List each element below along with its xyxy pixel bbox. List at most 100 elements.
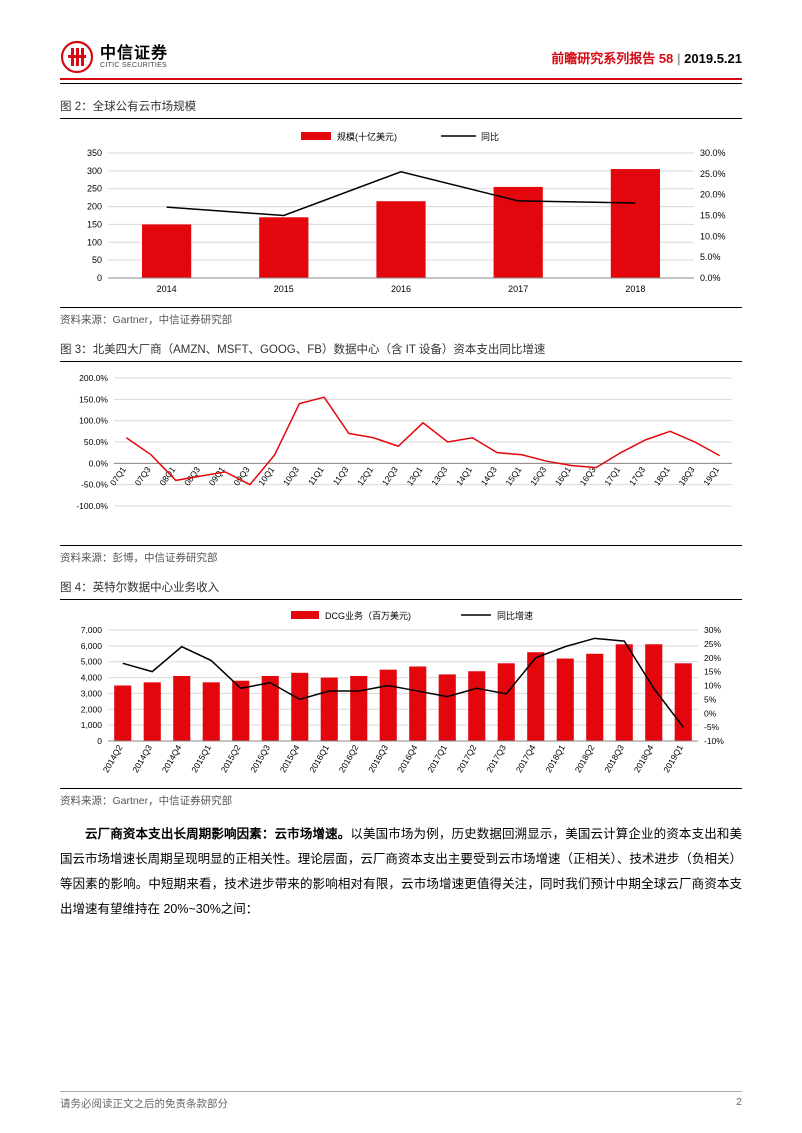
svg-text:10.0%: 10.0% [700, 231, 726, 241]
svg-text:13Q3: 13Q3 [429, 465, 449, 488]
logo-text: 中信证券 CITIC SECURITIES [100, 46, 168, 69]
svg-text:10%: 10% [704, 681, 721, 691]
svg-text:30.0%: 30.0% [700, 148, 726, 158]
svg-text:2017Q3: 2017Q3 [484, 743, 508, 774]
svg-text:2018: 2018 [625, 284, 645, 294]
fig3-source: 资料来源：彭博，中信证券研究部 [60, 545, 742, 565]
svg-text:0.0%: 0.0% [89, 458, 109, 468]
series-label: 前瞻研究系列报告 58 [551, 51, 673, 66]
svg-text:14Q3: 14Q3 [479, 465, 499, 488]
svg-text:2015Q2: 2015Q2 [219, 743, 243, 774]
svg-text:20%: 20% [704, 653, 721, 663]
svg-text:DCG业务（百万美元): DCG业务（百万美元) [325, 610, 411, 621]
svg-text:300: 300 [87, 166, 102, 176]
svg-text:-50.0%: -50.0% [81, 480, 108, 490]
figure-3: 图 3：北美四大厂商（AMZN、MSFT、GOOG、FB）数据中心（含 IT 设… [60, 341, 742, 565]
body-paragraph: 云厂商资本支出长周期影响因素：云市场增速。以美国市场为例，历史数据回溯显示，美国… [60, 822, 742, 922]
svg-text:-10%: -10% [704, 736, 724, 746]
svg-text:2017Q2: 2017Q2 [455, 743, 479, 774]
svg-text:2,000: 2,000 [81, 704, 103, 714]
svg-text:1,000: 1,000 [81, 720, 103, 730]
svg-text:2019Q1: 2019Q1 [661, 743, 685, 774]
svg-text:0: 0 [97, 273, 102, 283]
fig4-chart: DCG业务（百万美元) 同比增速 0 1,000 2,000 3,000 4,000 5,00… [60, 606, 742, 781]
svg-text:200.0%: 200.0% [79, 373, 108, 383]
logo: 中信证券 CITIC SECURITIES [60, 40, 168, 74]
page-footer: 请务必阅读正文之后的免责条款部分 2 [60, 1091, 742, 1111]
svg-text:150: 150 [87, 219, 102, 229]
svg-text:2016Q1: 2016Q1 [307, 743, 331, 774]
svg-text:5%: 5% [704, 694, 717, 704]
fig2-chart: 规模(十亿美元)同比0501001502002503003500.0%5.0%1… [60, 125, 742, 300]
figure-2: 图 2：全球公有云市场规模 规模(十亿美元) 同比 0 50 100 150 200 250 3… [60, 98, 742, 327]
svg-text:11Q1: 11Q1 [306, 465, 326, 487]
svg-text:350: 350 [87, 148, 102, 158]
svg-text:2018Q4: 2018Q4 [632, 743, 656, 774]
svg-text:2015Q4: 2015Q4 [278, 743, 302, 774]
svg-text:2014: 2014 [157, 284, 177, 294]
footer-page: 2 [736, 1096, 742, 1111]
svg-text:15%: 15% [704, 667, 721, 677]
svg-text:200: 200 [87, 202, 102, 212]
svg-text:2018Q2: 2018Q2 [573, 743, 597, 774]
fig4-title: 图 4：英特尔数据中心业务收入 [60, 579, 742, 597]
logo-icon [60, 40, 94, 74]
svg-text:2016: 2016 [391, 284, 411, 294]
svg-text:50.0%: 50.0% [84, 437, 109, 447]
svg-text:20.0%: 20.0% [700, 190, 726, 200]
svg-text:13Q1: 13Q1 [405, 465, 425, 488]
svg-text:19Q1: 19Q1 [701, 465, 721, 488]
header-date: 2019.5.21 [684, 51, 742, 66]
header-rule-red [60, 78, 742, 80]
svg-text:2014Q2: 2014Q2 [101, 743, 125, 774]
fig2-source: 资料来源：Gartner，中信证券研究部 [60, 307, 742, 327]
svg-text:2015Q1: 2015Q1 [189, 743, 213, 774]
svg-text:11Q3: 11Q3 [331, 465, 351, 487]
fig3-title: 图 3：北美四大厂商（AMZN、MSFT、GOOG、FB）数据中心（含 IT 设… [60, 341, 742, 359]
svg-text:2016Q2: 2016Q2 [337, 743, 361, 774]
fig4-source: 资料来源：Gartner，中信证券研究部 [60, 788, 742, 808]
svg-text:100: 100 [87, 237, 102, 247]
svg-text:2014Q4: 2014Q4 [160, 743, 184, 774]
svg-text:规模(十亿美元): 规模(十亿美元) [337, 131, 397, 142]
fig3-rule [60, 361, 742, 362]
svg-text:30%: 30% [704, 625, 721, 635]
svg-text:15.0%: 15.0% [700, 211, 726, 221]
svg-text:17Q1: 17Q1 [602, 465, 622, 488]
svg-text:250: 250 [87, 184, 102, 194]
header-info: 前瞻研究系列报告 58 | 2019.5.21 [551, 48, 742, 67]
svg-text:5.0%: 5.0% [700, 252, 721, 262]
svg-text:16Q1: 16Q1 [553, 465, 573, 488]
svg-text:0%: 0% [704, 708, 717, 718]
logo-en: CITIC SECURITIES [100, 62, 168, 69]
svg-text:07Q1: 07Q1 [108, 465, 128, 488]
svg-text:4,000: 4,000 [81, 673, 103, 683]
svg-text:同比增速: 同比增速 [497, 610, 533, 621]
fig2-rule [60, 118, 742, 119]
svg-text:2016Q3: 2016Q3 [366, 743, 390, 774]
fig2-title: 图 2：全球公有云市场规模 [60, 98, 742, 116]
svg-text:50: 50 [92, 255, 102, 265]
svg-text:2015: 2015 [274, 284, 294, 294]
figure-4: 图 4：英特尔数据中心业务收入 DCG业务（百万美元) 同比增速 0 1,000 2,0… [60, 579, 742, 808]
svg-text:100.0%: 100.0% [79, 416, 108, 426]
svg-text:14Q1: 14Q1 [454, 465, 474, 488]
svg-text:2015Q3: 2015Q3 [248, 743, 272, 774]
fig3-chart: -100.0%-50.0%0.0%50.0%100.0%150.0%200.0%… [60, 368, 742, 538]
svg-text:15Q1: 15Q1 [503, 465, 523, 488]
header-rule-thin [60, 83, 742, 84]
svg-text:2017Q4: 2017Q4 [514, 743, 538, 774]
svg-text:0: 0 [97, 736, 102, 746]
svg-text:18Q1: 18Q1 [652, 465, 672, 488]
fig4-rule [60, 599, 742, 600]
svg-text:同比: 同比 [481, 131, 499, 142]
svg-text:-100.0%: -100.0% [76, 501, 108, 511]
svg-text:6,000: 6,000 [81, 641, 103, 651]
body-lead: 云厂商资本支出长周期影响因素：云市场增速。 [85, 827, 350, 841]
svg-text:3,000: 3,000 [81, 688, 103, 698]
svg-text:2018Q3: 2018Q3 [602, 743, 626, 774]
svg-text:07Q3: 07Q3 [133, 465, 153, 488]
svg-text:2017: 2017 [508, 284, 528, 294]
svg-text:2018Q1: 2018Q1 [543, 743, 567, 774]
svg-text:5,000: 5,000 [81, 657, 103, 667]
